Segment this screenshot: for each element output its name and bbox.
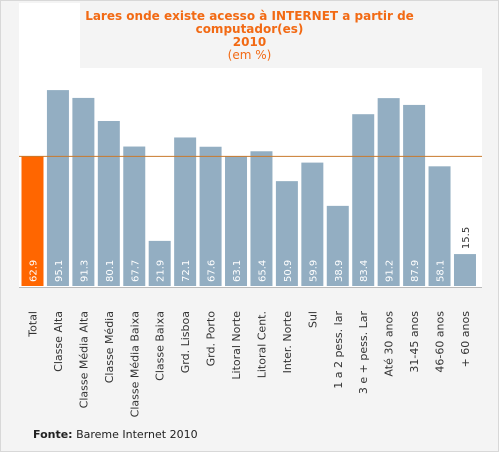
x-tick-label-9: Litoral Cent. xyxy=(255,311,268,378)
bar-value-label-11: 59.9 xyxy=(308,260,319,282)
bar-12 xyxy=(326,205,349,286)
x-tick-label-0: Total xyxy=(27,311,40,338)
bar-value-label-15: 87.9 xyxy=(410,260,421,282)
x-tick-label-13: 3 e + pess. Lar xyxy=(357,311,370,395)
x-tick-label-1: Classe Alta xyxy=(52,311,65,372)
bar-5 xyxy=(148,240,171,286)
chart-title-continued: computador(es) xyxy=(195,22,304,36)
x-tick-label-15: 31-45 anos xyxy=(408,311,421,373)
bar-value-label-17: 15.5 xyxy=(461,227,472,249)
bar-value-label-1: 95.1 xyxy=(54,260,65,282)
x-tick-label-2: Classe Média Alta xyxy=(77,311,90,408)
bar-value-label-12: 38.9 xyxy=(334,260,345,282)
bar-4 xyxy=(123,146,146,286)
x-tick-label-14: Até 30 anos xyxy=(383,311,396,377)
bar-value-label-0: 62.9 xyxy=(29,260,40,282)
bar-6 xyxy=(174,137,197,286)
bar-value-label-2: 91.3 xyxy=(79,260,90,282)
x-tick-label-6: Grd. Lisboa xyxy=(179,311,192,373)
chart-title: Lares onde existe acesso à INTERNET a pa… xyxy=(85,9,414,23)
bar-11 xyxy=(301,162,324,286)
x-tick-label-11: Sul xyxy=(306,311,319,328)
bar-value-label-4: 67.7 xyxy=(130,260,141,282)
x-tick-label-5: Classe Baixa xyxy=(154,311,167,381)
bar-value-label-16: 58.1 xyxy=(436,260,447,282)
x-tick-label-4: Classe Média Baixa xyxy=(128,311,141,417)
bar-value-label-6: 72.1 xyxy=(181,260,192,282)
source-note: Fonte: Bareme Internet 2010 xyxy=(33,428,198,441)
chart-unit: (em %) xyxy=(227,48,272,62)
bar-8 xyxy=(225,156,248,286)
bar-value-label-10: 50.9 xyxy=(283,260,294,282)
bar-value-label-14: 91.2 xyxy=(385,260,396,282)
bar-0 xyxy=(21,156,44,286)
bar-value-label-13: 83.4 xyxy=(359,260,370,282)
x-tick-label-3: Classe Média xyxy=(103,311,116,383)
bar-7 xyxy=(199,146,222,286)
title-backdrop xyxy=(19,3,80,68)
bar-2 xyxy=(72,97,95,286)
bar-value-label-5: 21.9 xyxy=(156,260,167,282)
bar-15 xyxy=(403,104,426,287)
x-tick-label-8: Litoral Norte xyxy=(230,311,243,380)
bar-16 xyxy=(428,166,451,286)
x-tick-label-10: Inter. Norte xyxy=(281,311,294,374)
bar-value-label-8: 63.1 xyxy=(232,260,243,282)
bar-value-label-9: 65.4 xyxy=(257,260,268,282)
source-label: Fonte: xyxy=(33,428,73,441)
bar-3 xyxy=(97,120,120,286)
bar-9 xyxy=(250,151,273,286)
bar-value-label-7: 67.6 xyxy=(207,260,218,282)
bar-1 xyxy=(46,90,69,287)
x-tick-label-7: Grd. Porto xyxy=(205,311,218,367)
x-tick-label-16: 46-60 anos xyxy=(434,311,447,373)
x-tick-label-12: 1 a 2 pess. lar xyxy=(332,311,345,389)
x-tick-label-17: + 60 anos xyxy=(459,311,472,368)
bar-value-label-3: 80.1 xyxy=(105,260,116,282)
source-text: Bareme Internet 2010 xyxy=(76,428,198,441)
bar-13 xyxy=(352,114,375,286)
bar-17 xyxy=(453,254,476,286)
chart-year: 2010 xyxy=(232,35,267,49)
bar-10 xyxy=(275,181,298,286)
bar-14 xyxy=(377,98,400,287)
